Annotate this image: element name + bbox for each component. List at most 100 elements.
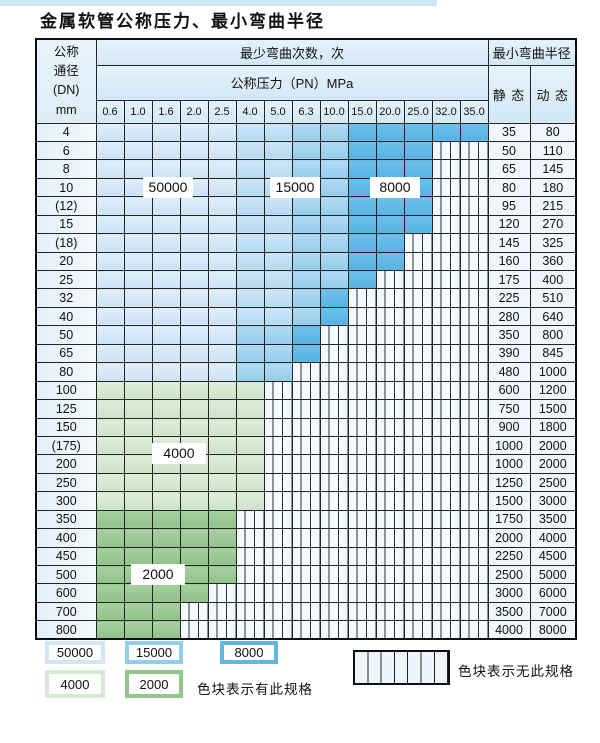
cycle-cell-50000	[123, 140, 153, 161]
table-row: 250 1250 2500	[35, 472, 577, 493]
cycle-cell-2000	[207, 546, 237, 567]
cycle-cell-2000	[123, 509, 153, 530]
dynamic-radius-cell: 1500	[529, 399, 577, 419]
no-spec-cell	[431, 140, 461, 161]
static-radius-cell: 225	[487, 288, 531, 308]
cycle-cell-4000	[151, 472, 181, 493]
no-spec-cell	[431, 528, 461, 548]
cycle-cell-4000	[179, 472, 209, 493]
static-radius-cell: 175	[487, 269, 531, 290]
no-spec-cell	[431, 251, 461, 272]
dn-header-line: 通径	[53, 63, 79, 78]
no-spec-cell	[263, 491, 293, 511]
no-spec-cell	[375, 288, 405, 308]
no-spec-cell	[375, 325, 405, 345]
no-spec-cell	[403, 306, 433, 327]
cycle-cell-50000	[263, 140, 293, 161]
cycle-cell-50000	[263, 233, 293, 253]
dn-header-line: 公称	[53, 44, 79, 59]
cycle-cell-15000	[291, 214, 321, 235]
cycle-cell-8000	[375, 214, 405, 235]
cycle-cell-15000	[319, 122, 349, 142]
no-spec-cell	[347, 399, 377, 419]
static-radius-cell: 3000	[487, 583, 531, 603]
table-row: 300 1500 3000	[35, 491, 577, 511]
cycle-cell-2000	[95, 583, 125, 603]
cycle-cell-2000	[95, 509, 125, 530]
no-spec-cell	[375, 435, 405, 456]
static-radius-cell: 2500	[487, 564, 531, 585]
cycle-cell-50000	[95, 325, 125, 345]
no-spec-cell	[263, 601, 293, 622]
cycle-cell-8000	[375, 159, 405, 179]
cycle-cell-50000	[151, 288, 181, 308]
cycle-cell-50000	[207, 269, 237, 290]
cycle-cell-4000	[151, 399, 181, 419]
legend-label-8000: 8000	[224, 645, 274, 660]
dn-cell: 200	[35, 454, 97, 474]
cycle-cell-4000	[207, 435, 237, 456]
legend-no-spec-swatch	[353, 650, 450, 685]
cycle-cell-8000	[291, 343, 321, 364]
no-spec-cell	[403, 454, 433, 474]
dynamic-radius-cell: 2000	[529, 454, 577, 474]
cycle-cell-50000	[263, 159, 293, 179]
cycle-cell-4000	[151, 380, 181, 401]
legend-label-50000: 50000	[49, 645, 101, 660]
cycle-cell-8000	[347, 159, 377, 179]
no-spec-cell	[431, 546, 461, 567]
static-radius-cell: 1250	[487, 472, 531, 493]
cycle-cell-4000	[123, 435, 153, 456]
static-radius-cell: 50	[487, 140, 531, 161]
legend-label-2000: 2000	[129, 674, 179, 694]
no-spec-cell	[431, 601, 461, 622]
no-spec-cell	[347, 306, 377, 327]
cycle-cell-4000	[207, 417, 237, 437]
cycle-cell-50000	[207, 177, 237, 198]
static-radius-cell: 1750	[487, 509, 531, 530]
no-spec-cell	[375, 306, 405, 327]
cycle-cell-50000	[123, 196, 153, 216]
no-spec-cell	[319, 325, 349, 345]
cycle-cell-4000	[123, 417, 153, 437]
table-row: 125 750 1500	[35, 399, 577, 419]
cycle-cell-50000	[263, 288, 293, 308]
dn-cell: 4	[35, 122, 97, 142]
no-spec-cell	[263, 564, 293, 585]
cycle-cell-8000	[375, 196, 405, 216]
cycle-cell-8000	[403, 196, 433, 216]
cycle-cell-8000	[375, 122, 405, 142]
cycle-cell-15000	[291, 269, 321, 290]
dn-cell: 8	[35, 159, 97, 179]
no-spec-cell	[459, 214, 489, 235]
cycle-cell-2000	[123, 601, 153, 622]
cycle-cell-50000	[123, 306, 153, 327]
dynamic-radius-cell: 360	[529, 251, 577, 272]
no-spec-cell	[459, 528, 489, 548]
cycle-cell-4000	[179, 491, 209, 511]
no-spec-cell	[207, 583, 237, 603]
cycle-cell-15000	[319, 196, 349, 216]
cycle-cell-4000	[95, 380, 125, 401]
cycle-cell-8000	[347, 196, 377, 216]
cycle-cell-50000	[151, 122, 181, 142]
cycle-cell-50000	[151, 343, 181, 364]
dynamic-radius-cell: 1200	[529, 380, 577, 401]
dynamic-radius-cell: 5000	[529, 564, 577, 585]
cycle-cell-8000	[347, 251, 377, 272]
cycle-cell-2000	[123, 546, 153, 567]
dynamic-radius-cell: 215	[529, 196, 577, 216]
cycle-cell-15000	[235, 362, 265, 382]
no-spec-cell	[263, 399, 293, 419]
no-spec-cell	[403, 472, 433, 493]
cycle-cell-50000	[95, 269, 125, 290]
no-spec-cell	[403, 399, 433, 419]
no-spec-cell	[459, 399, 489, 419]
table-row: 50 350 800	[35, 325, 577, 345]
pressure-col-header: 35.0	[459, 99, 489, 124]
no-spec-cell	[459, 417, 489, 437]
cycle-cell-50000	[151, 233, 181, 253]
dn-cell: 150	[35, 417, 97, 437]
cycle-cell-2000	[207, 509, 237, 530]
